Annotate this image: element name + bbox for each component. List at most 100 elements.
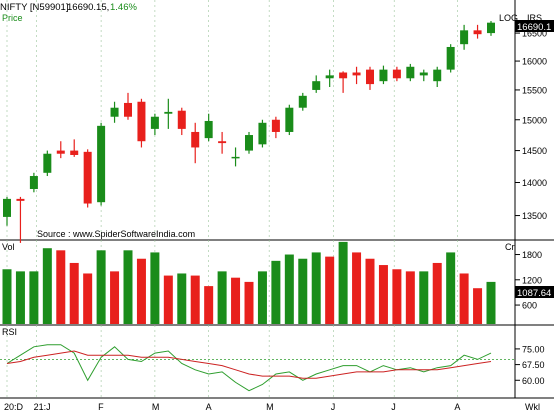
change-percent: 1.46% — [110, 2, 137, 13]
volume-bar — [83, 273, 93, 324]
volume-bar — [177, 273, 187, 324]
volume-bar — [69, 262, 79, 324]
vertical-grid — [6, 0, 458, 398]
volume-bar — [405, 271, 415, 324]
volume-bar — [163, 275, 173, 324]
candle-body — [110, 107, 119, 117]
price-tick-label: 16500 — [522, 29, 547, 39]
volume-tick-label: 1800 — [522, 250, 542, 260]
volume-bar — [2, 269, 12, 324]
price-tick-label: 14500 — [522, 146, 547, 156]
volume-bar — [311, 252, 321, 324]
candle-body — [3, 198, 11, 217]
rsi-average-line — [6, 350, 492, 379]
timeframe-label: Wkl — [525, 402, 540, 412]
rsi-panel-title: RSI — [2, 327, 17, 337]
candle-body — [29, 176, 38, 190]
candle-body — [285, 107, 294, 132]
volume-bar — [365, 258, 375, 324]
volume-last-tag: 1087.64 — [517, 288, 551, 299]
volume-bar — [42, 248, 52, 324]
volume-unit-label: Cr — [505, 242, 515, 252]
candle-body — [258, 122, 267, 145]
log-label: LOG — [499, 13, 518, 23]
volume-axis: 600 1200 1800 — [515, 250, 542, 311]
volume-bar — [419, 271, 429, 324]
candle-body — [83, 151, 92, 204]
candlestick-series — [3, 21, 495, 243]
price-tick-label: 14000 — [522, 178, 547, 188]
candle-body — [177, 110, 186, 129]
candle-body — [124, 102, 132, 117]
rsi-tick-label: 67.50 — [522, 360, 545, 370]
price-tick-label: 16000 — [522, 57, 547, 67]
volume-bar — [244, 281, 254, 324]
symbol-label: NIFTY [N59901] — [0, 2, 68, 13]
candle-body — [379, 69, 388, 82]
price-tick-label: 13500 — [522, 211, 547, 221]
chart-frame — [0, 0, 554, 399]
volume-bar — [392, 269, 402, 324]
time-axis-label: M — [266, 402, 274, 412]
price-panel-label: Price — [2, 13, 23, 23]
volume-bar — [136, 258, 146, 324]
candle-body — [16, 198, 25, 201]
volume-bar — [150, 252, 160, 324]
time-axis: 20:D 21:J F M A M J J A — [4, 402, 460, 412]
candle-body — [218, 141, 227, 144]
volume-bar — [217, 271, 227, 324]
time-axis-label: A — [206, 402, 212, 412]
candle-body — [473, 30, 482, 35]
candle-body — [191, 131, 200, 148]
candle-body — [271, 119, 280, 132]
volume-bar — [473, 288, 483, 324]
time-axis-label: F — [98, 402, 104, 412]
volume-bar — [15, 271, 25, 324]
candle-body — [312, 81, 321, 90]
candle-body — [352, 72, 361, 76]
volume-tick-label: 600 — [522, 301, 537, 311]
price-axis: 13500 14000 14500 15000 15500 16000 16500 — [515, 29, 547, 221]
volume-bar — [432, 262, 442, 324]
volume-bars — [2, 241, 496, 324]
price-tick-label: 15500 — [522, 85, 547, 95]
volume-bar — [56, 250, 66, 324]
volume-bar — [352, 252, 362, 324]
candle-body — [137, 101, 146, 142]
candle-body — [43, 153, 52, 173]
candle-body — [392, 69, 401, 79]
time-axis-label: M — [152, 402, 160, 412]
volume-bar — [190, 275, 200, 324]
volume-bar — [29, 271, 39, 324]
time-axis-label: J — [391, 402, 396, 412]
rsi-tick-label: 75.00 — [522, 344, 545, 354]
volume-bar — [271, 260, 281, 324]
candle-body — [339, 72, 348, 79]
volume-bar — [338, 241, 348, 324]
candle-body — [366, 69, 374, 85]
volume-bar — [378, 265, 388, 324]
candle-body — [204, 120, 213, 139]
candle-body — [487, 22, 495, 34]
irs-label: IRS — [527, 13, 542, 23]
candle-body — [70, 150, 79, 155]
candle-body — [433, 69, 442, 82]
volume-bar — [110, 271, 120, 324]
time-axis-label: A — [454, 402, 460, 412]
price-last-tag: 16690.1 — [517, 22, 551, 33]
volume-bar — [298, 258, 308, 324]
rsi-lines — [0, 344, 515, 392]
candle-body — [460, 30, 469, 45]
time-axis-label: 20:D — [4, 402, 24, 412]
volume-last-tag-bg — [515, 286, 554, 298]
volume-bar — [284, 254, 294, 324]
candle-body — [406, 66, 415, 79]
rsi-axis: 60.00 67.50 75.00 — [515, 344, 545, 386]
volume-bar — [446, 252, 456, 324]
volume-bar — [459, 273, 469, 324]
rsi-tick-label: 60.00 — [522, 376, 545, 386]
last-price: 16690.15, — [67, 2, 109, 13]
candle-body — [164, 111, 173, 114]
candle-body — [419, 72, 428, 76]
